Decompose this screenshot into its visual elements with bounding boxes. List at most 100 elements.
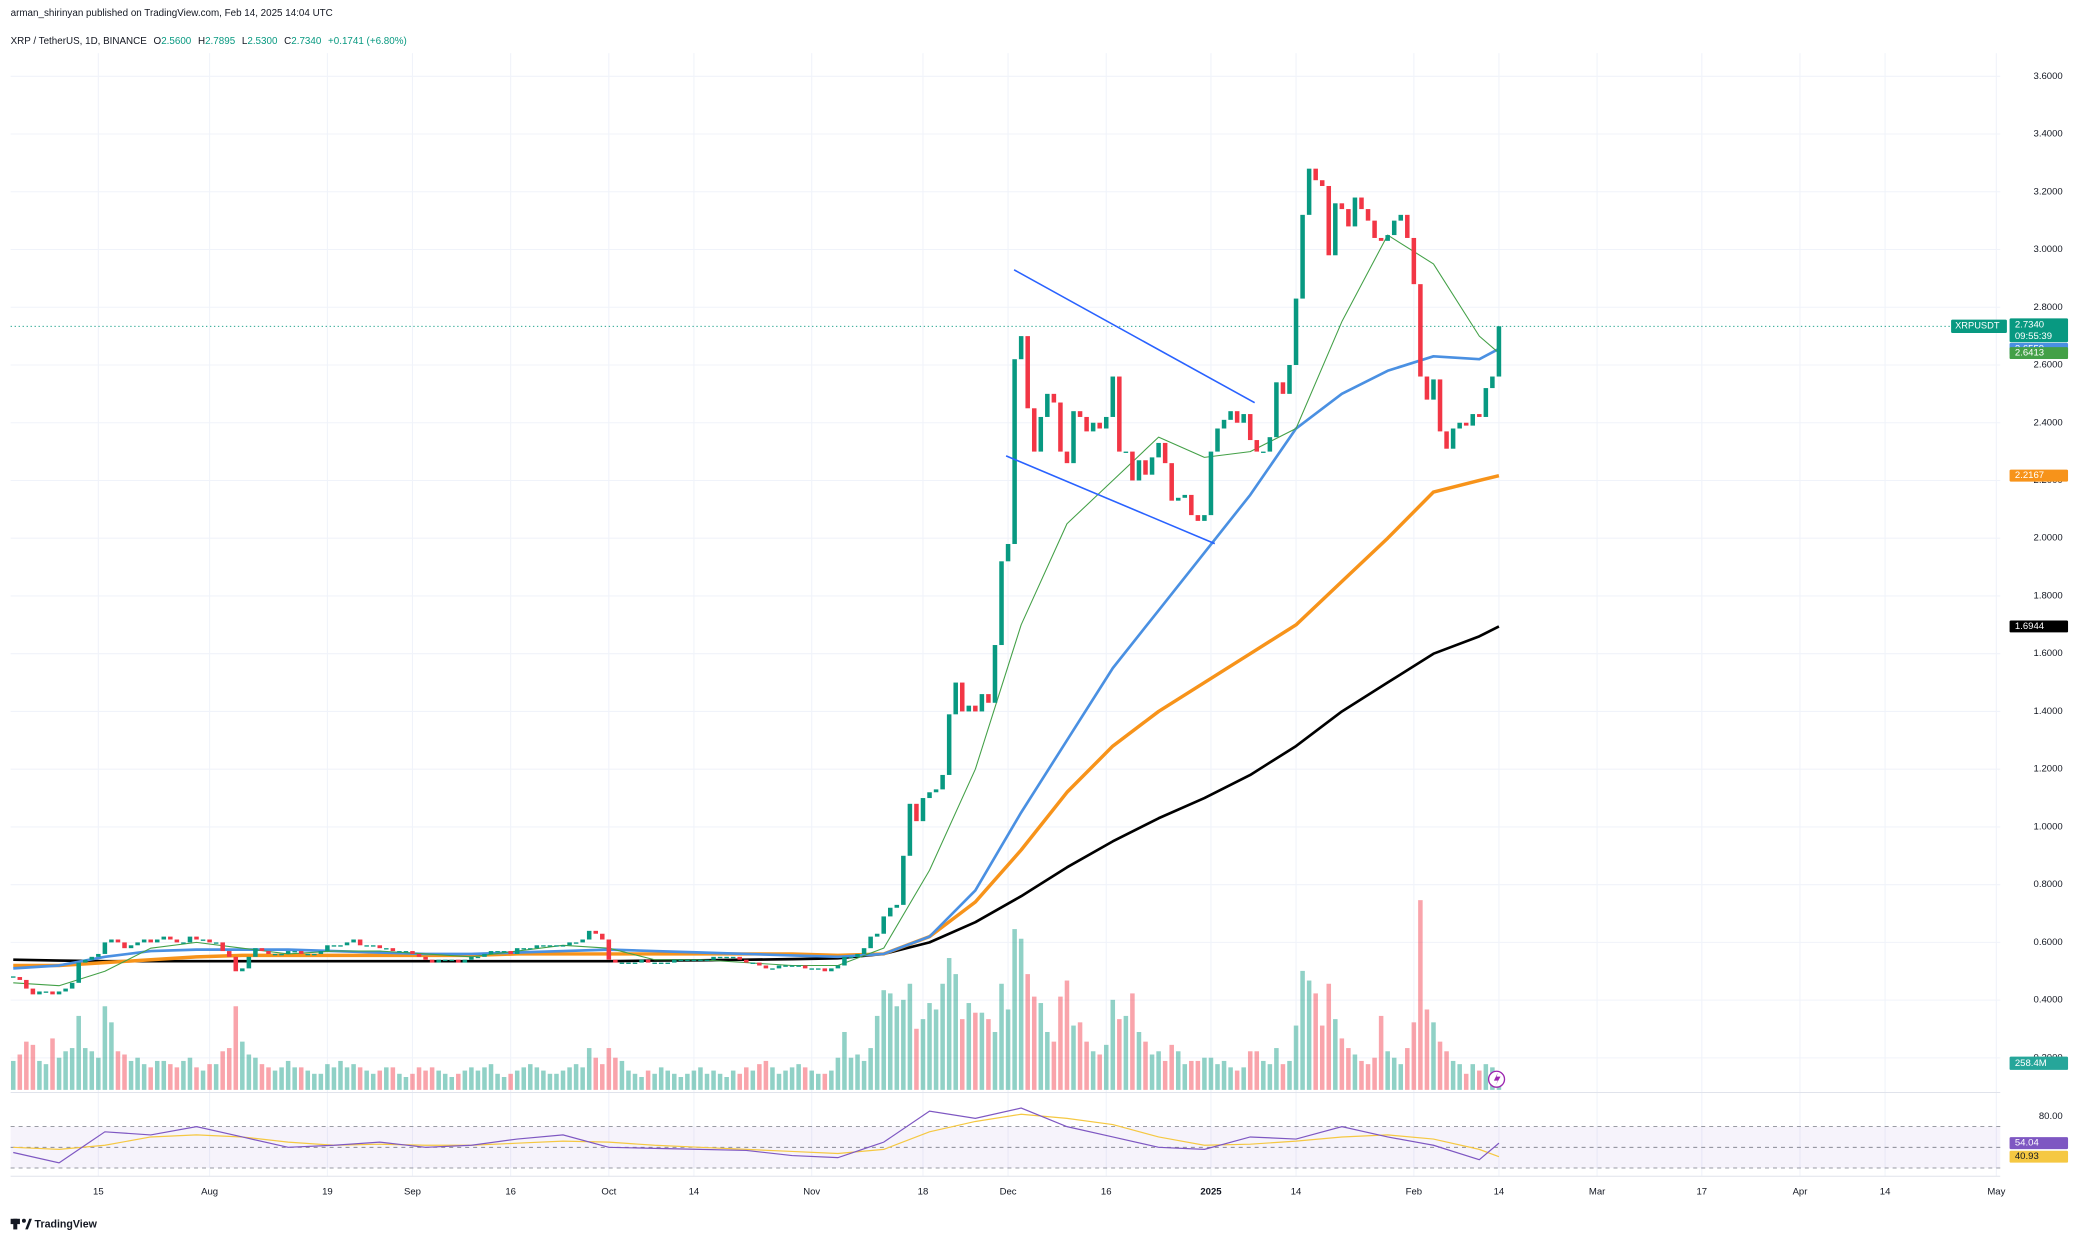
price-tag-label: 2.2167 bbox=[2015, 470, 2044, 481]
volume-bar bbox=[979, 1012, 985, 1090]
candle bbox=[1444, 431, 1449, 449]
candle bbox=[187, 936, 193, 943]
candle bbox=[416, 953, 422, 957]
volume-bar bbox=[1267, 1064, 1273, 1090]
trend-line bbox=[1005, 455, 1216, 545]
candle bbox=[207, 939, 212, 943]
volume-bar bbox=[750, 1070, 756, 1090]
volume-bar bbox=[940, 983, 945, 1090]
candle bbox=[1274, 382, 1279, 438]
volume-bar bbox=[619, 1060, 625, 1090]
candle bbox=[122, 942, 127, 949]
price-tag-label: 54.04 bbox=[2015, 1138, 2040, 1149]
volume-bar bbox=[240, 1041, 245, 1090]
candle bbox=[456, 959, 461, 963]
candle bbox=[1306, 168, 1312, 215]
candle bbox=[927, 792, 932, 799]
price-tag bbox=[2009, 1137, 2069, 1150]
candle bbox=[76, 962, 81, 983]
candle bbox=[1411, 237, 1417, 285]
candle bbox=[619, 962, 625, 964]
symbol-tag bbox=[1951, 319, 2007, 333]
volume-bar bbox=[1018, 938, 1024, 1090]
x-tick-label: 15 bbox=[93, 1187, 104, 1198]
volume-bar bbox=[665, 1070, 670, 1090]
candle bbox=[763, 965, 769, 969]
volume-bar bbox=[816, 1073, 821, 1090]
symbol: XRP / TetherUS, 1D, BINANCE bbox=[11, 36, 148, 47]
candle bbox=[652, 962, 657, 964]
price-tag bbox=[2009, 1056, 2069, 1070]
volume-bar bbox=[888, 993, 893, 1090]
candle bbox=[724, 956, 729, 959]
volume-bar bbox=[554, 1073, 559, 1090]
candle bbox=[102, 942, 108, 954]
volume-bar bbox=[1123, 1015, 1129, 1090]
y-tick-label: 1.4000 bbox=[2034, 706, 2063, 717]
candle bbox=[194, 936, 199, 940]
x-tick-label: 16 bbox=[505, 1187, 516, 1198]
candle bbox=[959, 682, 965, 712]
candle bbox=[933, 789, 939, 793]
volume-bar bbox=[1012, 929, 1017, 1090]
candle bbox=[1463, 422, 1469, 426]
candle bbox=[691, 959, 697, 962]
candle bbox=[1162, 442, 1168, 464]
candle bbox=[521, 948, 527, 950]
candle bbox=[816, 968, 821, 970]
volume-bar bbox=[874, 1015, 880, 1090]
candle bbox=[449, 959, 455, 962]
volume-layer bbox=[10, 900, 1502, 1090]
volume-bar bbox=[698, 1067, 703, 1090]
volume-bar bbox=[652, 1073, 657, 1090]
volume-bar bbox=[272, 1070, 278, 1090]
volume-bar bbox=[1156, 1051, 1161, 1090]
volume-bar bbox=[331, 1067, 337, 1090]
candle bbox=[1175, 497, 1181, 501]
candle bbox=[50, 991, 55, 995]
volume-bar bbox=[547, 1073, 553, 1090]
candle bbox=[1189, 494, 1194, 516]
volume-bar bbox=[711, 1070, 716, 1090]
candle bbox=[874, 933, 880, 937]
volume-bar bbox=[377, 1070, 383, 1090]
rsi-band-fill bbox=[10, 1126, 2001, 1168]
volume-bar bbox=[1247, 1051, 1253, 1090]
volume-bar bbox=[43, 1064, 49, 1090]
volume-bar bbox=[737, 1073, 742, 1090]
volume-bar bbox=[528, 1064, 533, 1090]
y-tick-label: 1.6000 bbox=[2034, 648, 2063, 659]
candle bbox=[567, 942, 572, 946]
volume-bar bbox=[501, 1077, 507, 1090]
candle bbox=[318, 951, 324, 954]
volume-bar bbox=[1130, 993, 1135, 1090]
volume-bar bbox=[318, 1073, 324, 1090]
candle bbox=[914, 803, 919, 822]
volume-bar bbox=[1169, 1044, 1174, 1090]
volume-bar bbox=[600, 1064, 605, 1090]
y-tick-label: 2.4000 bbox=[2034, 417, 2063, 428]
volume-bar bbox=[691, 1070, 697, 1090]
candle bbox=[397, 951, 402, 953]
rsi-tick-label: 80.00 bbox=[2039, 1111, 2063, 1122]
volume-bar bbox=[730, 1070, 736, 1090]
candle bbox=[220, 942, 225, 952]
candle bbox=[338, 945, 343, 947]
candle bbox=[475, 956, 481, 959]
x-tick-label: Feb bbox=[1406, 1187, 1422, 1198]
candle bbox=[442, 959, 448, 962]
candle bbox=[213, 942, 219, 944]
y-tick-label: 1.2000 bbox=[2034, 764, 2063, 775]
candle bbox=[24, 979, 29, 989]
volume-bar bbox=[1333, 1019, 1338, 1090]
volume-bar bbox=[1215, 1064, 1220, 1090]
volume-bar bbox=[1372, 1057, 1377, 1090]
candle bbox=[69, 982, 75, 989]
price-tag-label: 1.6944 bbox=[2015, 621, 2045, 632]
price-tag-label: 258.4M bbox=[2015, 1058, 2047, 1069]
candle bbox=[1084, 416, 1089, 432]
volume-bar bbox=[37, 1060, 42, 1090]
candle bbox=[351, 939, 356, 943]
volume-bar bbox=[1359, 1060, 1364, 1090]
candle bbox=[645, 959, 651, 963]
